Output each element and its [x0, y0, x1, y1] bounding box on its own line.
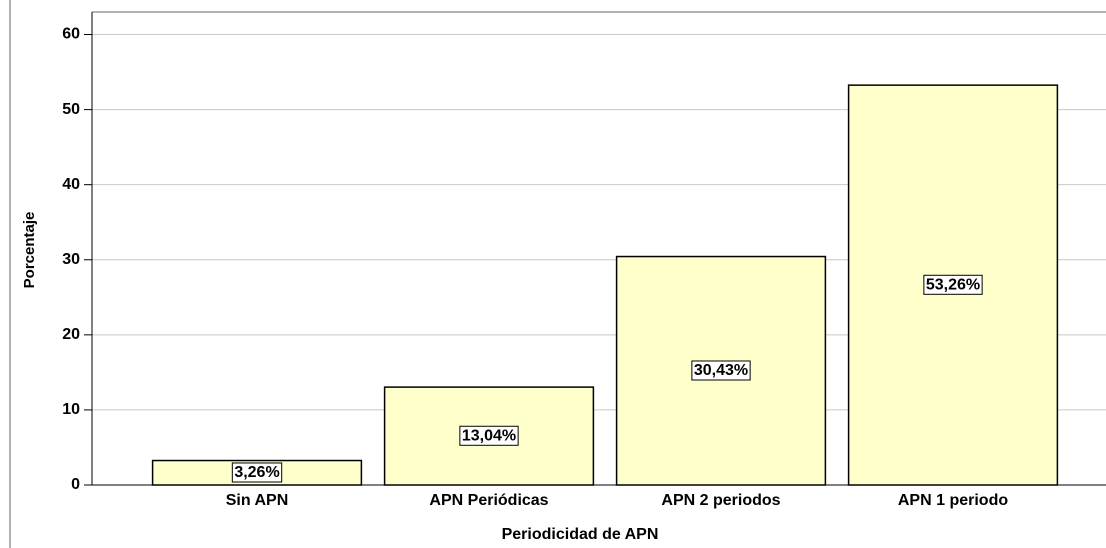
- value-label-box: [691, 360, 751, 381]
- x-tick-label: APN 1 periodo: [898, 492, 1008, 509]
- value-label: 3,26%: [234, 464, 279, 481]
- y-tick-label: 20: [62, 326, 80, 343]
- y-tick-label: 40: [62, 176, 80, 193]
- x-tick-label: APN Periódicas: [429, 492, 548, 509]
- y-tick-label: 30: [62, 251, 80, 268]
- x-tick-label: APN 2 periodos: [661, 492, 780, 509]
- value-label: 53,26%: [926, 276, 980, 293]
- y-tick-label: 60: [62, 26, 80, 43]
- value-label-box: [231, 462, 283, 483]
- value-label: 13,04%: [462, 427, 516, 444]
- y-tick-label: 0: [71, 476, 80, 493]
- value-label: 30,43%: [694, 362, 748, 379]
- value-label-box: [923, 274, 983, 295]
- x-axis-title: Periodicidad de APN: [502, 526, 659, 543]
- x-tick-label: Sin APN: [226, 492, 289, 509]
- y-tick-label: 50: [62, 101, 80, 118]
- y-tick-label: 10: [62, 401, 80, 418]
- value-label-box: [459, 425, 519, 446]
- y-axis-title: Porcentaje: [21, 212, 38, 289]
